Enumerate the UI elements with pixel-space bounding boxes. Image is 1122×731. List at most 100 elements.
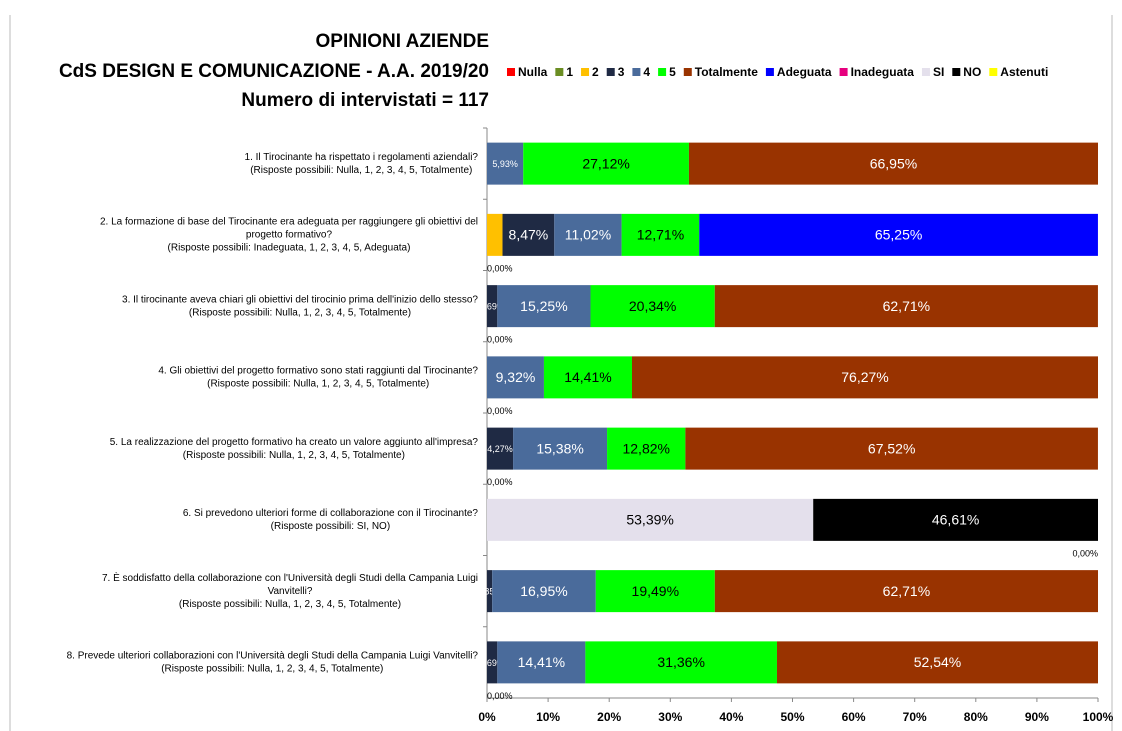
data-label: 12,82% xyxy=(622,440,669,456)
chart-title: CdS DESIGN E COMUNICAZIONE - A.A. 2019/2… xyxy=(59,61,489,82)
bar-segment xyxy=(590,285,715,328)
bar-segment xyxy=(621,213,700,256)
legend-label: Nulla xyxy=(518,65,548,79)
data-label: 12,71% xyxy=(637,227,684,243)
data-label: 15,38% xyxy=(536,440,583,456)
y-tick-label: 4. Gli obiettivi del progetto formativo … xyxy=(158,366,478,377)
y-tick-label: (Risposte possibili: Nulla, 1, 2, 3, 4, … xyxy=(189,307,411,318)
data-label: 62,71% xyxy=(883,583,930,599)
x-tick-label: 100% xyxy=(1083,710,1114,724)
bar-segment xyxy=(699,213,1098,256)
bar-segment xyxy=(585,641,777,684)
bar-segment xyxy=(607,427,686,470)
data-label: 4,27% xyxy=(487,444,513,454)
y-tick-label: 1. Il Tirocinante ha rispettato i regola… xyxy=(245,152,479,163)
bar-segment xyxy=(497,285,591,328)
bar-segment xyxy=(487,356,544,399)
data-label: 0,00% xyxy=(487,263,513,273)
bar-segment xyxy=(487,285,498,328)
x-tick-label: 80% xyxy=(964,710,988,724)
data-label: 0,00% xyxy=(487,691,513,701)
legend-label: Totalmente xyxy=(695,65,758,79)
data-label: 67,52% xyxy=(868,440,915,456)
data-label: 0,85% xyxy=(477,587,503,597)
y-tick-label: 8. Prevede ulteriori collaborazioni con … xyxy=(67,651,479,662)
x-tick-label: 0% xyxy=(478,710,496,724)
legend-swatch xyxy=(555,68,564,76)
data-label: 8,47% xyxy=(509,227,549,243)
legend-label: SI xyxy=(933,65,944,79)
bar-segment xyxy=(487,427,514,470)
legend-label: Astenuti xyxy=(1000,65,1048,79)
data-label: 76,27% xyxy=(841,369,888,385)
data-label: 0,00% xyxy=(487,406,513,416)
bar-segment xyxy=(554,213,622,256)
y-tick-label: (Risposte possibili: Inadeguata, 1, 2, 3… xyxy=(168,243,411,254)
x-tick-label: 40% xyxy=(719,710,743,724)
bar-segment xyxy=(492,570,596,613)
data-label: 62,71% xyxy=(883,298,930,314)
legend-swatch xyxy=(989,68,998,76)
y-tick-label: progetto formativo? xyxy=(246,230,333,241)
bar-segment xyxy=(487,641,498,684)
chart-subtitle: Numero di intervistati = 117 xyxy=(241,90,489,111)
legend-label: 2 xyxy=(592,65,599,79)
y-tick-label: (Risposte possibili: Nulla, 1, 2, 3, 4, … xyxy=(183,450,405,461)
bar-segment xyxy=(631,356,1098,399)
bar-segment xyxy=(487,570,493,613)
data-label: 19,49% xyxy=(632,583,679,599)
legend-swatch xyxy=(632,68,641,76)
y-tick-label: 7. È soddisfatto della collaborazione co… xyxy=(102,571,478,584)
legend-swatch xyxy=(952,68,961,76)
bar-segment xyxy=(714,285,1098,328)
y-tick-label: (Risposte possibili: SI, NO) xyxy=(271,521,390,532)
data-label: 0,00% xyxy=(1072,548,1098,558)
chart-title: OPINIONI AZIENDE xyxy=(316,31,489,52)
data-label: 27,12% xyxy=(582,155,629,171)
data-label: 11,02% xyxy=(565,227,611,243)
y-tick-label: (Risposte possibili: Nulla, 1, 2, 3, 4, … xyxy=(250,165,472,176)
x-tick-label: 20% xyxy=(597,710,621,724)
data-label: 14,41% xyxy=(518,654,565,670)
data-label: 66,95% xyxy=(870,155,917,171)
legend-label: 4 xyxy=(643,65,650,79)
data-label: 53,39% xyxy=(626,512,673,528)
legend-swatch xyxy=(658,68,667,76)
data-label: 0,00% xyxy=(487,477,513,487)
data-label: 52,54% xyxy=(914,654,961,670)
bar-segment xyxy=(688,142,1098,185)
legend-label: 1 xyxy=(566,65,573,79)
data-label: 20,34% xyxy=(629,298,676,314)
y-tick-label: (Risposte possibili: Nulla, 1, 2, 3, 4, … xyxy=(161,664,383,675)
data-label: 1,69% xyxy=(479,302,505,312)
legend-swatch xyxy=(839,68,848,76)
bar-segment xyxy=(813,498,1098,541)
data-label: 31,36% xyxy=(657,654,704,670)
x-tick-label: 70% xyxy=(903,710,927,724)
data-label: 0,00% xyxy=(487,335,513,345)
x-tick-label: 60% xyxy=(842,710,866,724)
data-label: 14,41% xyxy=(564,369,611,385)
data-label: 65,25% xyxy=(875,227,922,243)
legend-label: Adeguata xyxy=(777,65,832,79)
y-tick-label: 2. La formazione di base del Tirocinante… xyxy=(100,217,478,228)
bar-segment xyxy=(595,570,715,613)
bar-segment xyxy=(502,213,555,256)
data-label: 5,93% xyxy=(492,159,518,169)
legend-label: NO xyxy=(963,65,981,79)
bar-segment xyxy=(487,213,503,256)
bar-segment xyxy=(513,427,608,470)
legend-swatch xyxy=(765,68,774,76)
legend-swatch xyxy=(606,68,615,76)
y-tick-label: Vanvitelli? xyxy=(268,586,313,597)
x-tick-label: 50% xyxy=(780,710,804,724)
legend-label: Inadeguata xyxy=(851,65,915,79)
x-tick-label: 10% xyxy=(536,710,560,724)
bar-segment xyxy=(487,142,524,185)
data-label: 1,69% xyxy=(479,658,505,668)
y-tick-label: (Risposte possibili: Nulla, 1, 2, 3, 4, … xyxy=(207,379,429,390)
bar-segment xyxy=(685,427,1098,470)
bar-segment xyxy=(523,142,689,185)
data-label: 46,61% xyxy=(932,512,979,528)
